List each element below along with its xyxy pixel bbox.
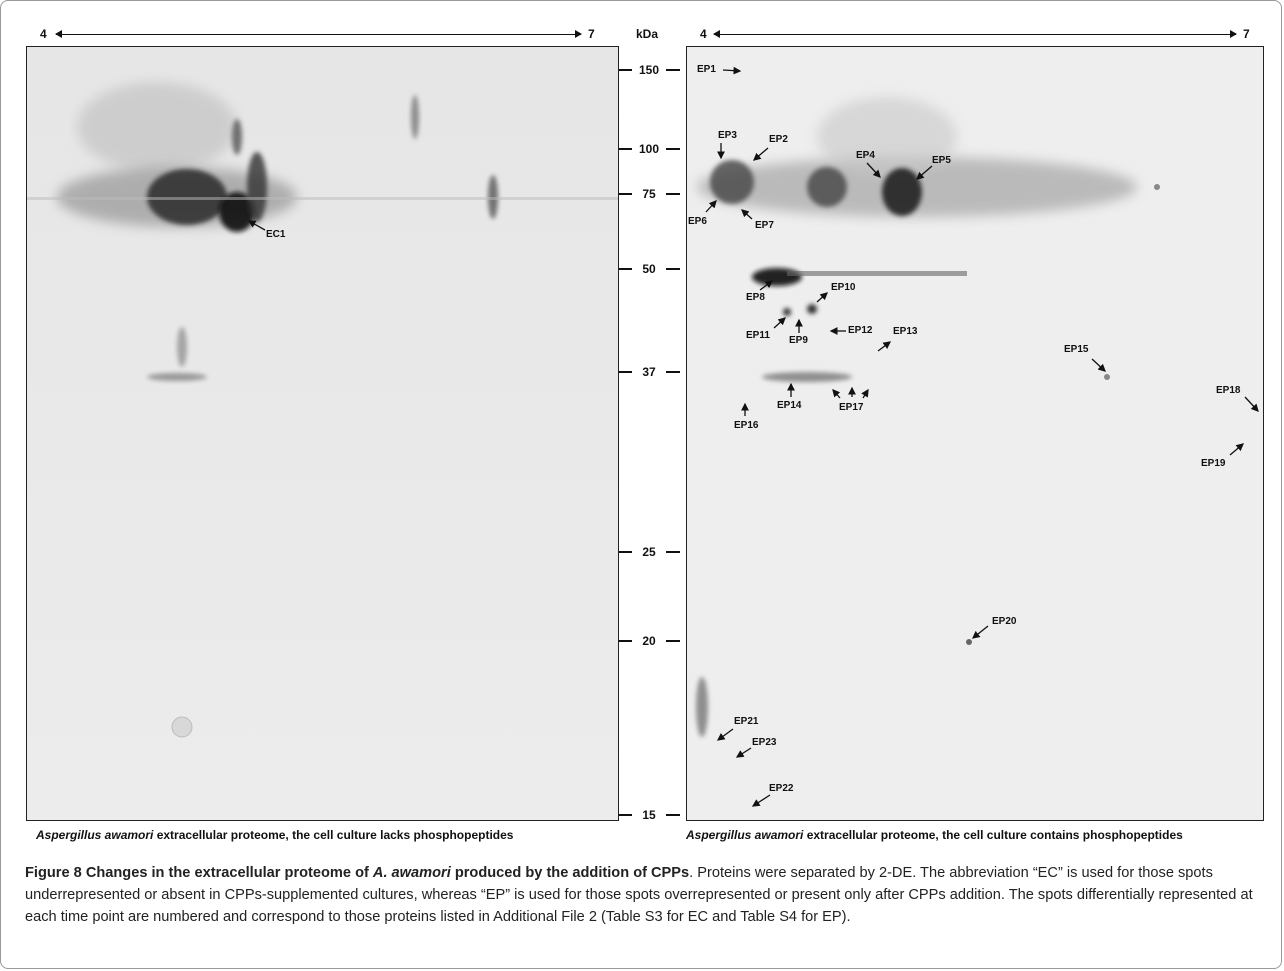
panel-caption-left: Aspergillus awamori extracellular proteo… (36, 828, 513, 842)
marker-50: 50 (614, 261, 684, 277)
spot-label-ep10: EP10 (831, 282, 856, 293)
spot-label-ep11: EP11 (746, 330, 770, 341)
spot-label-ep15: EP15 (1064, 344, 1089, 355)
gel-image-left (26, 46, 619, 821)
marker-150: 150 (614, 62, 684, 78)
marker-15: 15 (614, 807, 684, 823)
marker-20: 20 (614, 633, 684, 649)
spot-label-ec1: EC1 (266, 229, 286, 240)
figure-caption: Figure 8 Changes in the extracellular pr… (25, 862, 1275, 928)
spot-label-ep5: EP5 (932, 155, 951, 166)
spot-label-ep1: EP1 (697, 64, 716, 75)
ph-left-start: 4 (40, 27, 47, 41)
spot-label-ep22: EP22 (769, 783, 794, 794)
spot-label-ep23: EP23 (752, 737, 777, 748)
spot-label-ep8: EP8 (746, 292, 765, 303)
gel-image-right (686, 46, 1264, 821)
figure-title: Figure 8 Changes in the extracellular pr… (25, 865, 690, 881)
spot-label-ep16: EP16 (734, 420, 759, 431)
spot-label-ep7: EP7 (755, 220, 774, 231)
spot-label-ep19: EP19 (1201, 458, 1226, 469)
panel-caption-right: Aspergillus awamori extracellular proteo… (686, 828, 1183, 842)
spot-label-ep14: EP14 (777, 400, 802, 411)
marker-25: 25 (614, 544, 684, 560)
ph-right-start: 4 (700, 27, 707, 41)
marker-37: 37 (614, 364, 684, 380)
ph-left-arrow (55, 30, 582, 38)
figure-caption-body: . Proteins were separated by 2-DE. The a… (25, 865, 1253, 925)
spot-label-ep2: EP2 (769, 134, 788, 145)
spot-label-ep6: EP6 (688, 216, 707, 227)
panel-caption-right-text: extracellular proteome, the cell culture… (803, 828, 1183, 842)
spot-label-ep17: EP17 (839, 402, 864, 413)
marker-75: 75 (614, 186, 684, 202)
panel-caption-left-species: Aspergillus awamori (36, 828, 154, 842)
ph-right-end: 7 (1243, 27, 1250, 41)
ph-right-arrow (713, 30, 1237, 38)
spot-label-ep12: EP12 (848, 325, 873, 336)
marker-100: 100 (614, 141, 684, 157)
kda-label: kDa (636, 27, 659, 41)
spot-label-ep4: EP4 (856, 150, 875, 161)
spot-label-ep21: EP21 (734, 716, 759, 727)
panel-caption-left-text: extracellular proteome, the cell culture… (153, 828, 514, 842)
spot-label-ep18: EP18 (1216, 385, 1241, 396)
spot-label-ep3: EP3 (718, 130, 737, 141)
panel-caption-right-species: Aspergillus awamori (686, 828, 804, 842)
ph-left-end: 7 (588, 27, 595, 41)
spot-label-ep20: EP20 (992, 616, 1017, 627)
spot-label-ep9: EP9 (789, 335, 808, 346)
spot-label-ep13: EP13 (893, 326, 918, 337)
